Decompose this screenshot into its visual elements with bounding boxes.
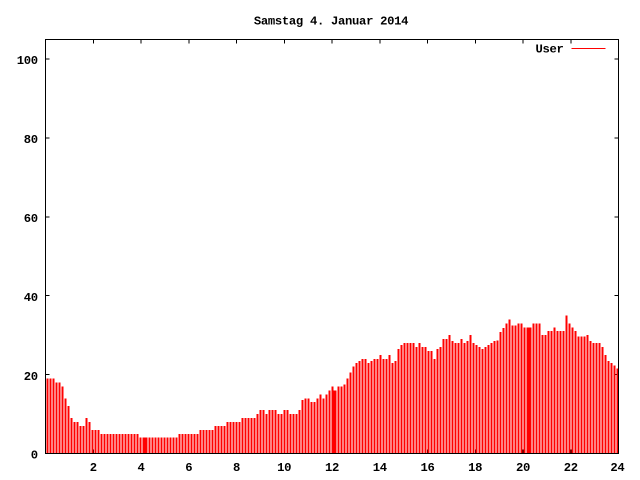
svg-text:24: 24: [610, 461, 624, 475]
svg-text:10: 10: [277, 461, 291, 475]
svg-text:12: 12: [325, 461, 339, 475]
svg-text:18: 18: [468, 461, 482, 475]
svg-text:60: 60: [24, 212, 38, 226]
svg-text:22: 22: [564, 461, 578, 475]
svg-text:2: 2: [90, 461, 97, 475]
svg-text:Samstag 4. Januar 2014: Samstag 4. Januar 2014: [254, 15, 408, 29]
svg-text:User: User: [535, 43, 563, 57]
svg-text:20: 20: [24, 370, 38, 384]
svg-text:6: 6: [185, 461, 192, 475]
svg-text:4: 4: [137, 461, 144, 475]
svg-text:8: 8: [233, 461, 240, 475]
svg-text:40: 40: [24, 291, 38, 305]
svg-text:16: 16: [420, 461, 434, 475]
svg-text:20: 20: [516, 461, 530, 475]
svg-text:100: 100: [17, 54, 38, 68]
svg-text:80: 80: [24, 133, 38, 147]
svg-text:14: 14: [373, 461, 387, 475]
svg-text:0: 0: [31, 449, 38, 463]
